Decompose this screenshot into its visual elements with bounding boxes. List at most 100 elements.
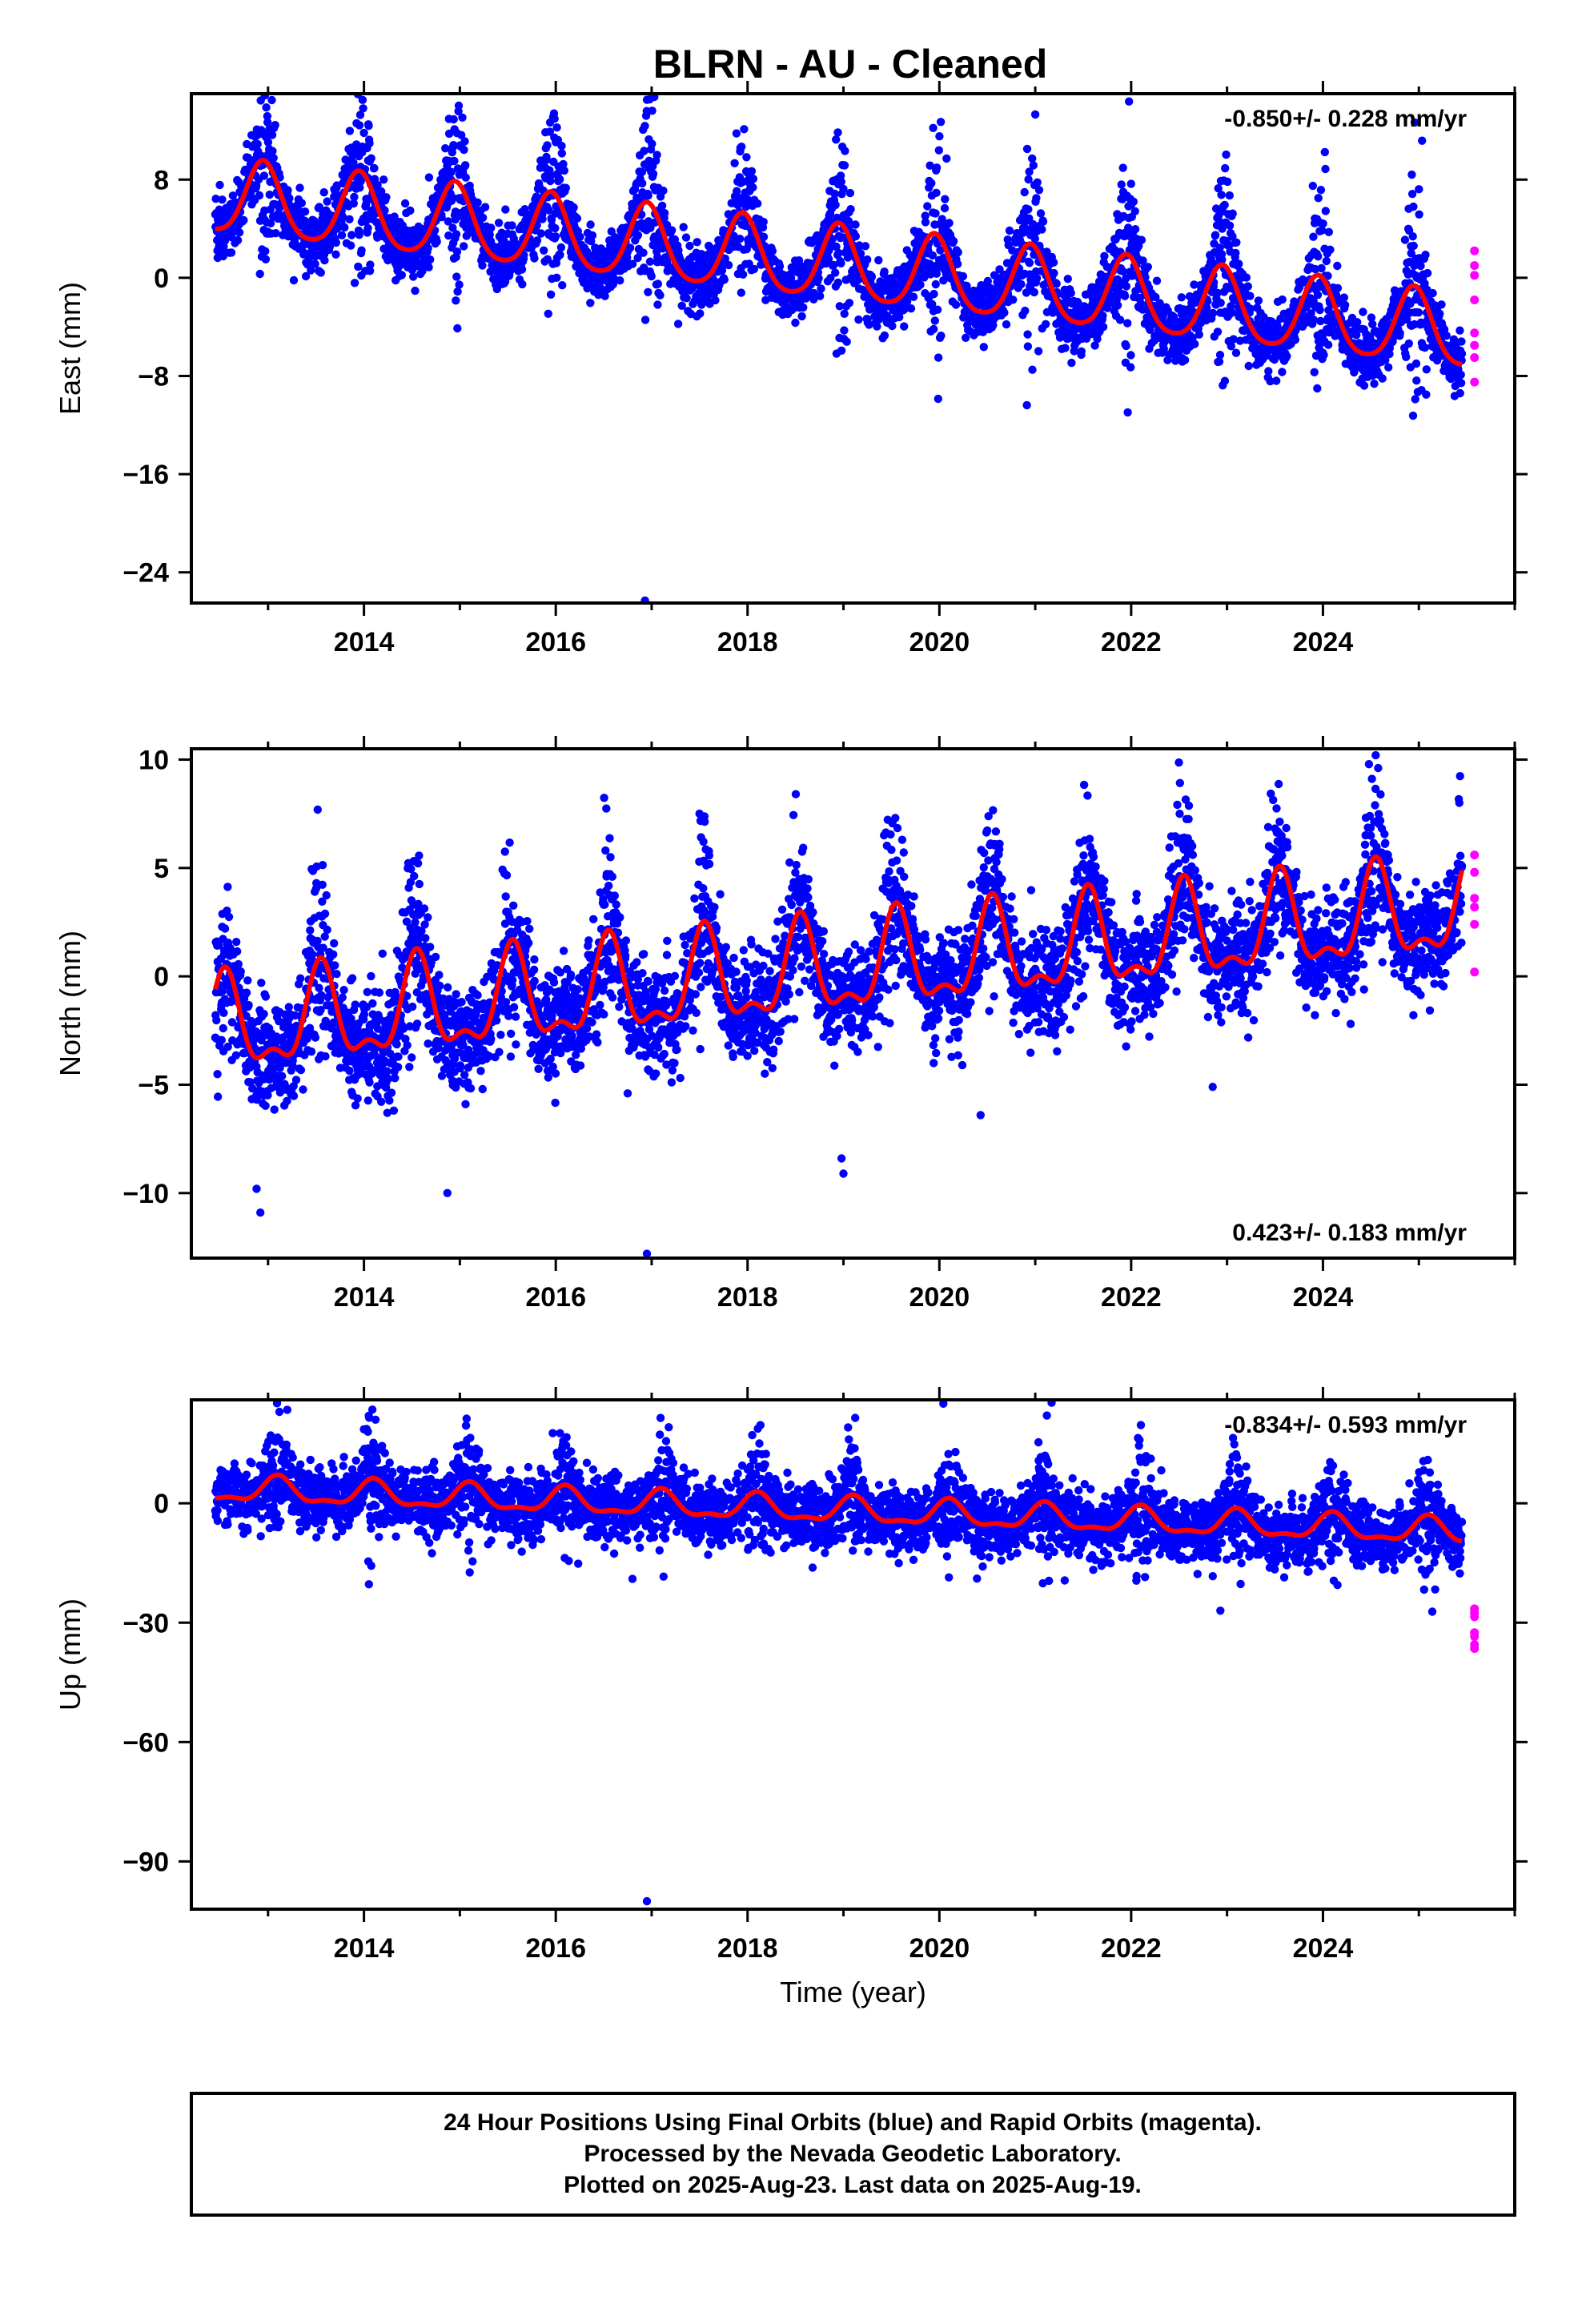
final-point [560, 166, 568, 175]
final-point [1061, 344, 1070, 352]
rapid-point [1470, 328, 1480, 338]
final-point [921, 218, 930, 227]
final-point [255, 269, 264, 279]
final-point [1291, 336, 1300, 344]
final-point [261, 1101, 270, 1111]
final-point [1038, 217, 1048, 226]
final-point [931, 279, 941, 289]
final-point [478, 261, 487, 270]
final-point [278, 1072, 287, 1080]
final-point [1215, 243, 1224, 252]
final-point [556, 251, 564, 259]
final-point [1415, 210, 1423, 219]
final-point [1412, 376, 1421, 385]
final-point [851, 231, 861, 241]
final-point [242, 988, 251, 997]
final-point [214, 1092, 223, 1101]
final-point [1120, 292, 1130, 300]
y-tick-label: −24 [122, 558, 169, 589]
final-point [1316, 316, 1325, 326]
final-point [270, 1105, 279, 1114]
final-point [949, 237, 958, 246]
final-point [1021, 306, 1030, 316]
final-point [1352, 331, 1361, 340]
final-point [462, 231, 471, 240]
final-point [660, 208, 669, 218]
final-point [547, 215, 556, 224]
final-point [576, 232, 584, 241]
final-point [261, 247, 270, 255]
final-point [1020, 187, 1029, 197]
final-point [540, 246, 548, 255]
final-point [786, 273, 796, 283]
final-point [228, 191, 238, 200]
final-point [1098, 323, 1108, 332]
final-point [437, 213, 446, 222]
final-point [215, 180, 224, 190]
final-point [252, 1096, 261, 1104]
final-point [640, 147, 648, 155]
final-point [633, 253, 642, 263]
final-point [271, 229, 280, 238]
final-point [1340, 300, 1350, 310]
final-point [1123, 319, 1132, 328]
final-point [551, 223, 560, 233]
final-point [316, 268, 325, 277]
final-point [639, 248, 648, 257]
final-point [1122, 341, 1130, 351]
final-point [373, 180, 382, 190]
final-point [545, 127, 554, 136]
final-point [233, 947, 242, 956]
final-point [1410, 118, 1419, 127]
final-point [853, 275, 862, 285]
final-point [1225, 221, 1235, 230]
final-point [1395, 328, 1404, 338]
final-point [1151, 292, 1160, 302]
final-point [246, 1078, 255, 1087]
final-point [1422, 365, 1431, 374]
final-point [916, 280, 925, 289]
final-point [1122, 282, 1131, 291]
final-point [1323, 340, 1333, 349]
final-point [1122, 274, 1130, 283]
y-tick-label: 8 [154, 165, 169, 195]
final-point [677, 301, 686, 310]
final-point [544, 206, 553, 215]
final-point [1052, 279, 1061, 288]
final-point [1022, 400, 1031, 410]
final-point [501, 205, 510, 214]
final-point [363, 223, 372, 233]
final-point [1222, 150, 1231, 159]
final-point [530, 254, 539, 263]
final-point [937, 332, 946, 340]
final-point [406, 206, 415, 215]
final-point [1169, 312, 1178, 321]
final-point [841, 147, 849, 155]
final-point [494, 219, 504, 227]
x-tick-label: 2016 [525, 627, 586, 657]
final-point [1126, 351, 1135, 360]
final-point [543, 255, 552, 263]
final-point [1191, 340, 1199, 348]
final-point [259, 1009, 268, 1019]
final-point [749, 183, 757, 192]
final-point [861, 242, 870, 251]
final-point [1028, 365, 1037, 374]
final-point [656, 291, 665, 300]
final-point [572, 214, 582, 223]
final-point [1117, 180, 1126, 189]
final-point [941, 195, 950, 203]
final-point [1023, 342, 1033, 351]
final-point [1113, 301, 1122, 310]
final-point [268, 147, 277, 155]
final-point [930, 324, 938, 334]
final-point [1317, 263, 1326, 273]
final-point [1278, 295, 1287, 304]
final-point [323, 925, 331, 935]
final-point [1211, 231, 1220, 239]
final-point [558, 281, 567, 290]
final-point [1319, 219, 1327, 228]
final-point [319, 188, 328, 197]
final-point [1138, 256, 1147, 265]
final-point [1384, 363, 1393, 372]
